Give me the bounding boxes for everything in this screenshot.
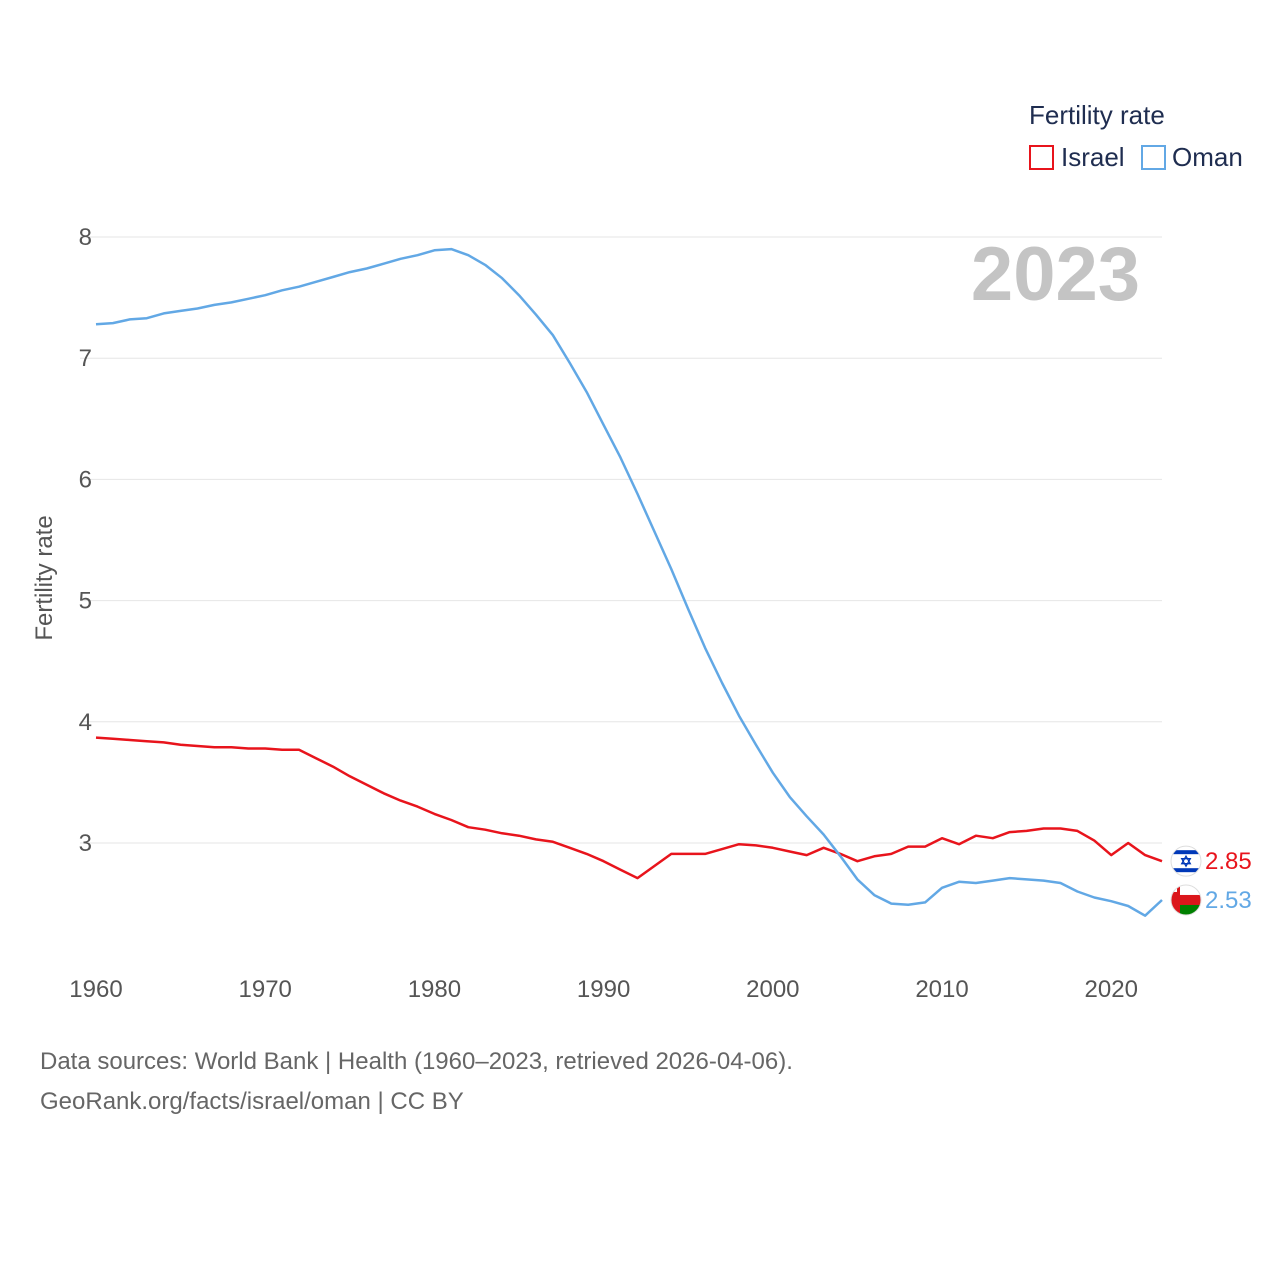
end-label-israel: 2.85 bbox=[1205, 848, 1252, 875]
x-tick-label: 2020 bbox=[1085, 976, 1138, 1003]
y-tick-label: 8 bbox=[79, 224, 92, 251]
end-label-oman: 2.53 bbox=[1205, 887, 1252, 914]
series-line-israel[interactable] bbox=[95, 736, 1163, 880]
legend-title: Fertility rate bbox=[1029, 100, 1165, 130]
y-tick-label: 6 bbox=[79, 466, 92, 493]
israel-flag-icon bbox=[1170, 845, 1202, 877]
gridlines bbox=[80, 236, 1162, 844]
end-labels: 2.85 2.53 bbox=[1170, 845, 1252, 916]
legend: Fertility rate Israel Oman bbox=[1029, 100, 1243, 172]
year-label: 2023 bbox=[971, 232, 1140, 317]
x-axis-ticks: 1960 1970 1980 1990 2000 2010 2020 bbox=[69, 976, 1138, 1003]
y-axis-title: Fertility rate bbox=[31, 515, 58, 640]
series-lines bbox=[95, 247, 1163, 917]
fertility-rate-chart: 3 4 5 6 7 8 1960 1970 1980 1990 2000 2010 2020 Fert… bbox=[31, 100, 1252, 1003]
y-tick-label: 3 bbox=[79, 830, 92, 857]
source-link[interactable]: GeoRank.org/facts/israel/oman | CC BY bbox=[40, 1088, 464, 1115]
legend-swatch-israel[interactable] bbox=[1029, 145, 1054, 170]
series-line-oman[interactable] bbox=[95, 247, 1163, 917]
legend-swatch-oman[interactable] bbox=[1141, 145, 1166, 170]
x-tick-label: 1990 bbox=[577, 976, 630, 1003]
oman-flag-icon bbox=[1170, 884, 1202, 916]
data-sources-text: Data sources: World Bank | Health (1960–… bbox=[40, 1048, 793, 1075]
legend-label-oman[interactable]: Oman bbox=[1172, 142, 1243, 172]
footer: Data sources: World Bank | Health (1960–… bbox=[40, 1042, 793, 1122]
x-tick-label: 2000 bbox=[746, 976, 799, 1003]
x-tick-label: 2010 bbox=[915, 976, 968, 1003]
x-tick-label: 1960 bbox=[69, 976, 122, 1003]
x-tick-label: 1980 bbox=[408, 976, 461, 1003]
y-axis-ticks: 3 4 5 6 7 8 bbox=[79, 224, 92, 857]
y-tick-label: 7 bbox=[79, 345, 92, 372]
x-tick-label: 1970 bbox=[239, 976, 292, 1003]
y-tick-label: 4 bbox=[79, 709, 92, 736]
legend-label-israel[interactable]: Israel bbox=[1061, 142, 1125, 172]
y-tick-label: 5 bbox=[79, 588, 92, 615]
